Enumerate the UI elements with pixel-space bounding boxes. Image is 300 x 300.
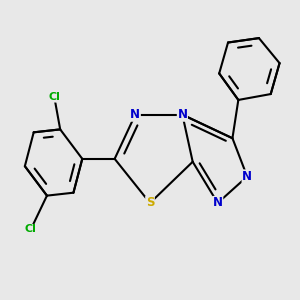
Text: N: N bbox=[177, 108, 188, 121]
Text: Cl: Cl bbox=[48, 92, 60, 102]
Text: N: N bbox=[242, 170, 252, 183]
Text: S: S bbox=[146, 196, 154, 209]
Text: Cl: Cl bbox=[25, 224, 37, 235]
Text: N: N bbox=[130, 108, 140, 121]
Text: N: N bbox=[213, 196, 223, 209]
